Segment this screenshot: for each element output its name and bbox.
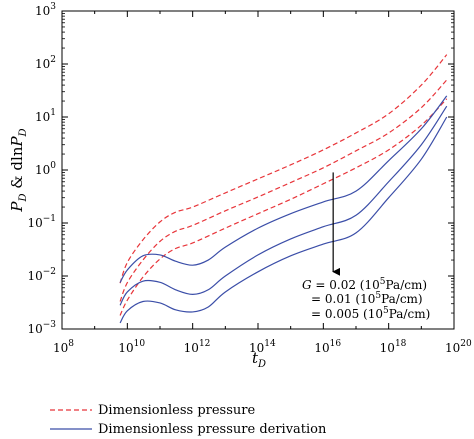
legend: Dimensionless pressure Dimensionless pre…	[50, 403, 327, 437]
x-tick-label: 1020	[445, 339, 472, 355]
y-axis-tick-labels: 10−3 10−2 10−1 100 101 102 103	[27, 2, 56, 336]
x-tick-label: 1010	[118, 339, 145, 355]
derivation-curve-G-0.005	[119, 116, 448, 324]
x-tick-label: 1016	[314, 339, 341, 355]
x-axis-ticks	[61, 11, 455, 329]
annotation-line-1: G = 0.02 (105Pa/cm)	[302, 277, 427, 292]
y-tick-label: 101	[35, 108, 56, 124]
annotation-line-2: = 0.01 (105Pa/cm)	[311, 291, 423, 306]
y-tick-label: 102	[35, 55, 56, 71]
x-tick-label: 1018	[380, 339, 407, 355]
y-tick-label: 10−3	[27, 320, 56, 336]
series-layer	[119, 54, 448, 324]
annotation-line-3: = 0.005 (105Pa/cm)	[311, 306, 430, 321]
legend-label-derivation: Dimensionless pressure derivation	[98, 422, 327, 437]
derivation-curve-G-0.01	[119, 105, 448, 306]
x-tick-label: 1012	[184, 339, 211, 355]
derivation-curve-G-0.02	[119, 95, 448, 283]
pressure-curve-G-0.01	[119, 79, 448, 302]
x-axis-title: tD	[252, 349, 266, 370]
y-axis-title: PD & dlnPD	[8, 128, 29, 212]
x-tick-label: 108	[53, 339, 74, 355]
y-tick-label: 10−1	[27, 214, 56, 230]
y-tick-label: 103	[35, 2, 56, 18]
pressure-curve-G-0.005	[119, 98, 448, 316]
legend-label-pressure: Dimensionless pressure	[98, 403, 255, 418]
y-axis-ticks	[62, 10, 454, 330]
x-axis-tick-labels: 108 1010 1012 1014 1016 1018 1020	[53, 339, 472, 355]
y-tick-label: 100	[35, 161, 56, 177]
pressure-curve-G-0.02	[119, 54, 448, 284]
y-tick-label: 10−2	[27, 267, 56, 283]
x-tick-label: 1014	[249, 339, 276, 355]
